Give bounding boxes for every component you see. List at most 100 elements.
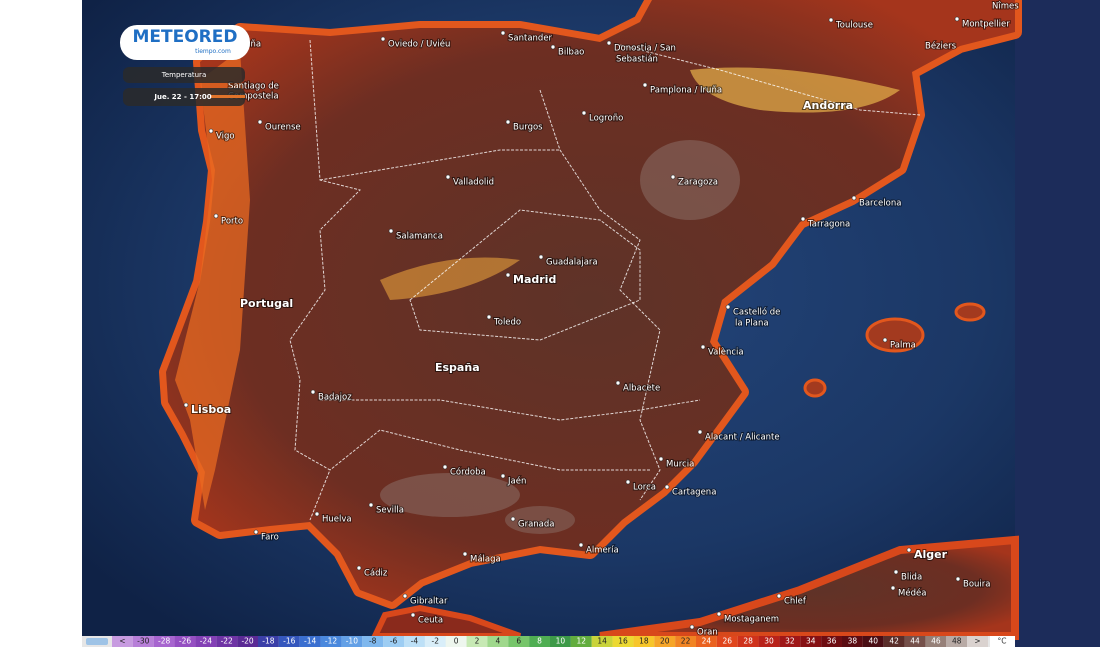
legend-swatch <box>904 636 926 647</box>
legend-swatch <box>216 636 238 647</box>
legend-swatch <box>508 636 530 647</box>
legend-swatch <box>550 636 571 647</box>
city-dot <box>510 516 516 522</box>
logo-subtext: tiempo.com <box>195 48 231 55</box>
legend-swatch <box>946 636 968 647</box>
city-label: Chlef <box>784 597 807 607</box>
legend-unit: °C <box>998 637 1007 646</box>
city-label: Lisboa <box>191 403 231 416</box>
legend-label: 32 <box>785 637 795 646</box>
legend-swatch <box>612 636 634 647</box>
city-label: Guadalajara <box>546 258 598 268</box>
legend-label: 22 <box>681 637 691 646</box>
legend-swatch <box>591 636 613 647</box>
city-label: Pamplona / Iruña <box>650 86 722 96</box>
city-dot <box>462 551 468 557</box>
city-label: Albacete <box>623 384 660 394</box>
city-label: Oviedo / Uviéu <box>388 39 450 50</box>
city-dot <box>445 174 451 180</box>
city-label: Toledo <box>493 318 521 328</box>
city-label: Valladolid <box>453 178 494 188</box>
city-label: Bilbao <box>558 48 584 58</box>
city-dot <box>615 380 621 386</box>
city-label: Alacant / Alicante <box>705 433 780 443</box>
legend-label: -18 <box>262 637 274 646</box>
city-dot <box>550 44 556 50</box>
legend-label: 2 <box>475 637 480 646</box>
city-label: Murcia <box>666 460 694 470</box>
legend: < -30 -28 -26 -24 -22 -20 -18 -16 -14 -12 -10 -8 -6 -4… <box>112 636 988 647</box>
city-label: Jaén <box>507 476 526 487</box>
city-label: Faro <box>261 533 279 543</box>
legend-label: 40 <box>869 637 879 646</box>
legend-label: 10 <box>556 637 566 646</box>
city-dot <box>800 216 806 222</box>
legend-swatch <box>716 636 738 647</box>
legend-swatch <box>633 636 655 647</box>
city-label: Donostia / San <box>614 44 676 54</box>
city-dot <box>314 511 320 517</box>
city-dot <box>505 119 511 125</box>
legend-label: 8 <box>537 637 542 646</box>
city-label: España <box>435 361 480 374</box>
legend-label: 44 <box>910 637 920 646</box>
legend-label: 48 <box>952 637 962 646</box>
city-dot <box>486 314 492 320</box>
city-label: Madrid <box>513 273 556 286</box>
legend-label: 4 <box>495 637 500 646</box>
datetime-label: Jue. 22 - 17:00 <box>153 93 211 101</box>
city-dot <box>716 611 722 617</box>
city-label: Santander <box>508 34 553 44</box>
city-label: Almería <box>586 546 619 556</box>
city-dot <box>388 228 394 234</box>
city-dot <box>658 456 664 462</box>
legend-label: 18 <box>639 637 649 646</box>
legend-swatch <box>883 636 905 647</box>
city-label: Mostaganem <box>724 615 779 625</box>
legend-label: -14 <box>304 637 316 646</box>
legend-swatch <box>258 636 279 647</box>
legend-label: -6 <box>390 637 398 646</box>
city-label: Zaragoza <box>678 178 718 188</box>
land <box>159 0 1022 640</box>
side-panel <box>1015 0 1100 647</box>
city-label: Ceuta <box>418 616 443 626</box>
legend-swatch <box>237 636 258 647</box>
city-dot <box>625 479 631 485</box>
city-dot <box>670 174 676 180</box>
city-dot <box>828 17 834 23</box>
city-dot <box>208 128 214 134</box>
city-dot <box>356 565 362 571</box>
info-panel: Temperatura Jue. 22 - 17:00 <box>123 67 245 106</box>
legend-swatch <box>383 636 404 647</box>
city-label: Médéa <box>898 588 926 599</box>
legend-swatch <box>842 636 863 647</box>
city-label: Béziers <box>925 41 957 52</box>
legend-label: 28 <box>743 637 753 646</box>
city-dot <box>664 484 670 490</box>
legend-label: 24 <box>702 637 712 646</box>
legend-swatch <box>112 636 133 647</box>
city-label: la Plana <box>735 319 769 329</box>
legend-swatch <box>132 636 154 647</box>
legend-swatch <box>821 636 842 647</box>
legend-swatch <box>299 636 321 647</box>
city-label: Blida <box>901 573 922 583</box>
city-dot <box>257 119 263 125</box>
city-label: Andorra <box>803 99 853 112</box>
legend-swatch <box>779 636 801 647</box>
legend-label: < <box>119 637 125 646</box>
legend-swatch <box>174 636 196 647</box>
city-dot <box>538 254 544 260</box>
city-label: Burgos <box>513 123 543 133</box>
legend-label: -2 <box>432 637 440 646</box>
city-label: Oran <box>697 628 718 638</box>
city-dot <box>380 36 386 42</box>
city-dot <box>890 585 896 591</box>
city-label: Porto <box>221 217 243 227</box>
city-dot <box>183 402 189 408</box>
city-label: Montpellier <box>962 20 1010 30</box>
city-label: Ourense <box>265 123 301 133</box>
city-dot <box>505 272 511 278</box>
city-label: Salamanca <box>396 232 443 242</box>
